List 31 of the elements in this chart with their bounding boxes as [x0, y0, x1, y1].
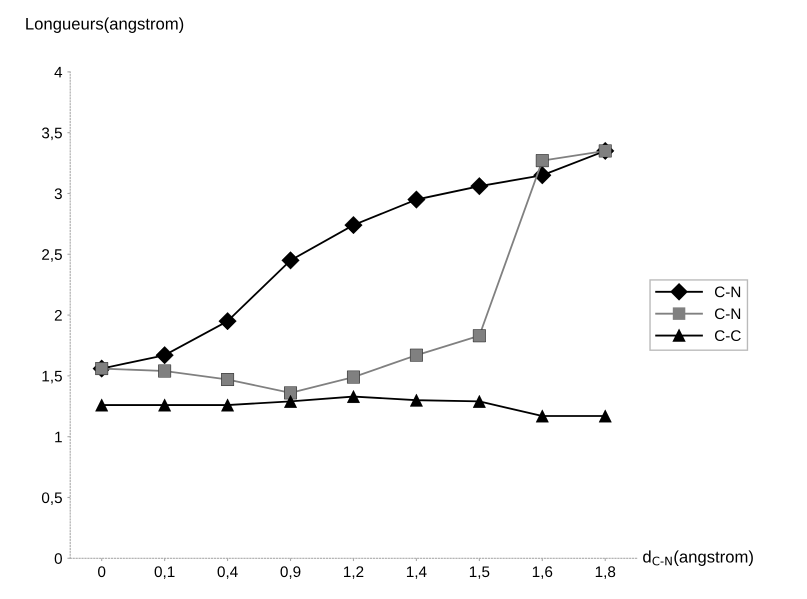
y-tick-label: 3,5 — [42, 128, 62, 140]
y-tick-label: 4 — [54, 66, 62, 78]
y-tick-label: 3 — [54, 188, 62, 200]
y-tick-label: 2,5 — [42, 249, 62, 262]
x-axis-title: d$_{C-N}$(angstrom) — [643, 550, 753, 566]
x-tick-label: 1,2 — [344, 566, 364, 579]
y-tick-label: 2 — [54, 310, 62, 321]
x-tick-label: 0,1 — [154, 566, 174, 579]
legend-label: C-N — [714, 308, 740, 320]
y-tick-label: 0,5 — [42, 492, 62, 505]
x-tick-label: 0,9 — [280, 566, 300, 579]
y-tick-label: 0 — [54, 553, 62, 564]
y-axis-title: Longueurs(angstrom) — [26, 17, 184, 33]
point — [221, 373, 234, 386]
x-tick-label: 1,8 — [596, 566, 616, 579]
x-tick-label: 0,4 — [218, 566, 238, 579]
point — [598, 410, 612, 422]
legend-label: C-C — [714, 330, 741, 342]
point — [407, 190, 426, 209]
x-tick-label: 1,4 — [406, 566, 427, 579]
x-tick-label: 1,6 — [532, 566, 552, 579]
point — [347, 390, 360, 404]
x-tick-label: 0 — [98, 566, 106, 578]
y-tick-label: 1,5 — [42, 370, 62, 384]
point — [218, 312, 237, 330]
legend-label: C-N — [714, 286, 740, 298]
x-tick-label: 1,5 — [470, 566, 490, 579]
point — [536, 154, 549, 168]
point — [284, 394, 297, 408]
y-tick-label: 1 — [55, 432, 62, 442]
point — [221, 398, 234, 412]
